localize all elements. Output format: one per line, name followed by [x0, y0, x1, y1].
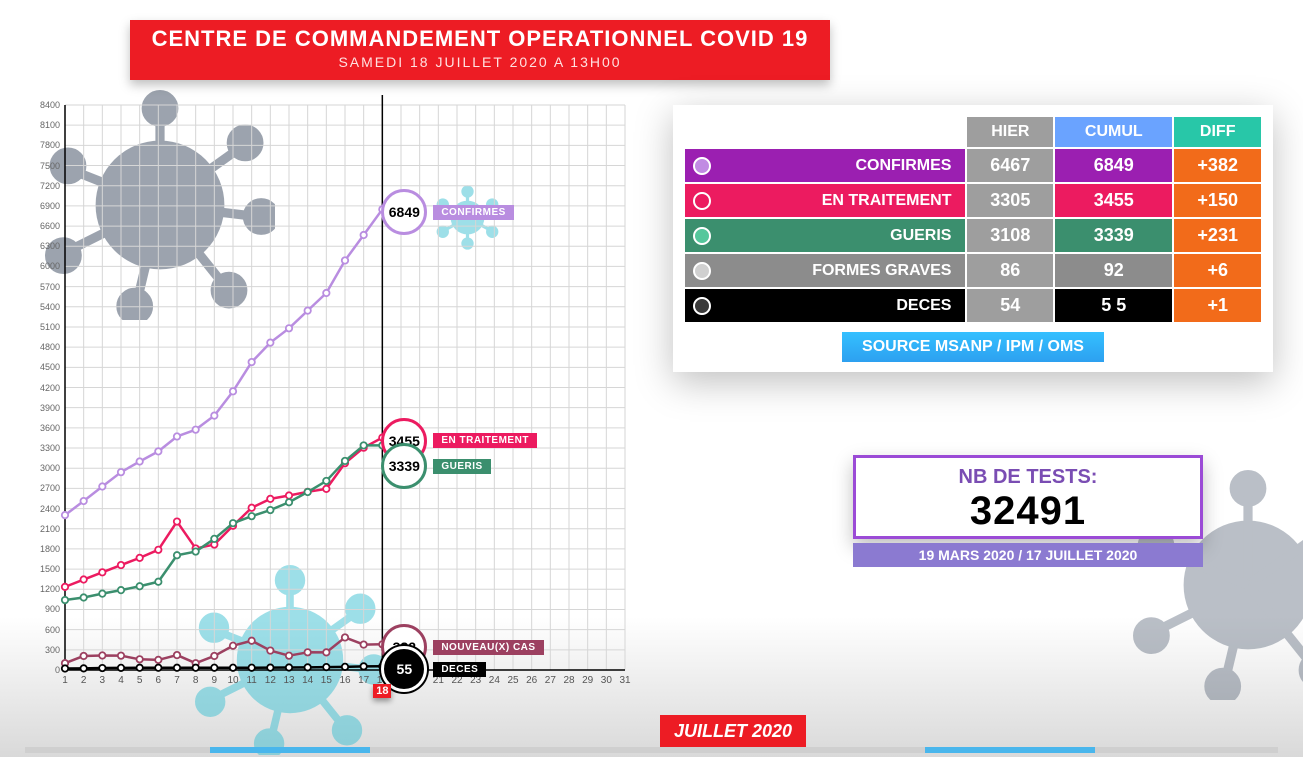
series-badge-gueris: 3339 GUERIS — [381, 443, 490, 489]
stats-table: HIERCUMULDIFF CONFIRMES64676849+382EN TR… — [683, 115, 1263, 324]
x-tick: 9 — [212, 675, 218, 686]
x-tick: 1 — [62, 675, 68, 686]
row-cumul: 3339 — [1055, 219, 1172, 252]
x-tick: 31 — [619, 675, 630, 686]
col-diff: DIFF — [1174, 117, 1261, 147]
x-tick: 8 — [193, 675, 199, 686]
x-tick: 13 — [283, 675, 294, 686]
tests-box: NB DE TESTS: 32491 19 MARS 2020 / 17 JUI… — [853, 455, 1203, 567]
source-label: SOURCE MSANP / IPM / OMS — [842, 332, 1104, 362]
current-day-marker: 18 — [373, 684, 391, 698]
row-hier: 86 — [967, 254, 1053, 287]
table-row: GUERIS31083339+231 — [685, 219, 1261, 252]
stats-panel: HIERCUMULDIFF CONFIRMES64676849+382EN TR… — [673, 105, 1273, 372]
tests-label: NB DE TESTS: — [856, 466, 1200, 489]
series-badge-value: 6849 — [381, 189, 427, 235]
x-tick: 27 — [545, 675, 556, 686]
x-tick: 16 — [339, 675, 350, 686]
x-tick: 17 — [358, 675, 369, 686]
x-tick: 10 — [227, 675, 238, 686]
x-tick: 11 — [246, 675, 256, 686]
x-tick: 25 — [507, 675, 518, 686]
row-name: EN TRAITEMENT — [685, 184, 965, 217]
x-tick: 28 — [563, 675, 574, 686]
x-tick: 26 — [526, 675, 537, 686]
x-tick: 2 — [81, 675, 87, 686]
month-label: JUILLET 2020 — [660, 715, 806, 748]
row-hier: 54 — [967, 289, 1053, 322]
page-title: CENTRE DE COMMANDEMENT OPERATIONNEL COVI… — [130, 26, 830, 52]
x-tick: 4 — [118, 675, 124, 686]
table-row: CONFIRMES64676849+382 — [685, 149, 1261, 182]
row-name: FORMES GRAVES — [685, 254, 965, 287]
timeseries-chart: 0300600900120015001800210024002700300033… — [25, 95, 645, 710]
series-badge-label: CONFIRMES — [433, 205, 514, 220]
x-tick: 3 — [100, 675, 106, 686]
row-diff: +150 — [1174, 184, 1261, 217]
row-diff: +6 — [1174, 254, 1261, 287]
x-tick: 6 — [156, 675, 162, 686]
x-tick: 30 — [601, 675, 612, 686]
row-cumul: 5 5 — [1055, 289, 1172, 322]
series-badge-deces: 55DECES — [381, 646, 486, 692]
row-hier: 6467 — [967, 149, 1053, 182]
tests-range: 19 MARS 2020 / 17 JUILLET 2020 — [853, 543, 1203, 567]
row-diff: +382 — [1174, 149, 1261, 182]
row-name: GUERIS — [685, 219, 965, 252]
x-tick: 7 — [174, 675, 180, 686]
row-cumul: 6849 — [1055, 149, 1172, 182]
page-subtitle: SAMEDI 18 JUILLET 2020 A 13H00 — [130, 54, 830, 70]
series-badge-confirmes: 6849 CONFIRMES — [381, 189, 514, 235]
col-hier: HIER — [967, 117, 1053, 147]
series-badge-label: GUERIS — [433, 459, 490, 474]
row-cumul: 3455 — [1055, 184, 1172, 217]
series-badge-label: DECES — [433, 662, 486, 677]
tests-value: 32491 — [856, 489, 1200, 534]
x-tick: 12 — [265, 675, 276, 686]
row-name: DECES — [685, 289, 965, 322]
header-banner: CENTRE DE COMMANDEMENT OPERATIONNEL COVI… — [130, 20, 830, 80]
row-diff: +231 — [1174, 219, 1261, 252]
table-row: DECES545 5+1 — [685, 289, 1261, 322]
row-name: CONFIRMES — [685, 149, 965, 182]
row-cumul: 92 — [1055, 254, 1172, 287]
col-cumul: CUMUL — [1055, 117, 1172, 147]
x-tick: 24 — [489, 675, 500, 686]
bottom-accent-bar — [25, 747, 1278, 753]
row-diff: +1 — [1174, 289, 1261, 322]
table-row: EN TRAITEMENT33053455+150 — [685, 184, 1261, 217]
x-tick: 15 — [321, 675, 332, 686]
row-hier: 3305 — [967, 184, 1053, 217]
x-tick: 29 — [582, 675, 593, 686]
series-badge-value: 3339 — [381, 443, 427, 489]
x-tick: 14 — [302, 675, 313, 686]
table-row: FORMES GRAVES8692+6 — [685, 254, 1261, 287]
row-hier: 3108 — [967, 219, 1053, 252]
x-tick: 5 — [137, 675, 143, 686]
